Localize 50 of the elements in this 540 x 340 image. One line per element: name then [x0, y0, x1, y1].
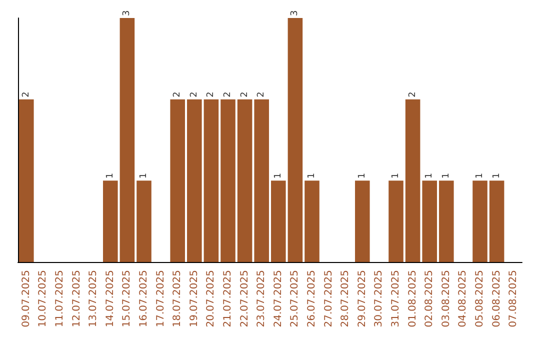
data-label: 1 — [441, 172, 452, 179]
x-tick-label: 12.07.2025 — [71, 270, 82, 328]
x-tick-label: 23.07.2025 — [256, 270, 268, 328]
x-tick-label: 19.07.2025 — [188, 270, 200, 328]
data-label: 2 — [408, 92, 418, 98]
x-tick-label: 25.07.2025 — [290, 270, 301, 328]
x-tick-label: 04.08.2025 — [458, 270, 469, 328]
x-tick-label: 11.07.2025 — [54, 270, 66, 328]
x-tick-label: 17.07.2025 — [155, 270, 166, 328]
data-label: 1 — [475, 172, 485, 179]
x-tick-label: 06.08.2025 — [491, 270, 502, 328]
data-label: 2 — [240, 92, 250, 98]
data-label: 3 — [290, 10, 300, 16]
x-tick-label: 22.07.2025 — [239, 270, 250, 328]
data-label: 2 — [21, 92, 32, 98]
x-tick-label: 26.07.2025 — [306, 270, 318, 328]
x-tick-label: 16.07.2025 — [138, 270, 150, 328]
data-label: 1 — [391, 172, 401, 179]
data-label: 1 — [424, 172, 435, 179]
x-tick-label: 14.07.2025 — [104, 270, 116, 328]
data-label: 1 — [357, 172, 368, 179]
data-label: 2 — [172, 92, 183, 98]
data-label: 1 — [139, 172, 149, 179]
x-tick-label: 01.08.2025 — [407, 270, 418, 328]
x-tick-label: 21.07.2025 — [222, 270, 234, 328]
x-tick-label: 09.07.2025 — [20, 270, 32, 328]
data-label: 1 — [492, 172, 502, 179]
data-label: 2 — [256, 92, 267, 98]
x-tick-label: 18.07.2025 — [172, 270, 184, 328]
x-tick-label: 07.08.2025 — [508, 270, 520, 328]
data-label: 1 — [273, 172, 284, 179]
data-label: 1 — [105, 172, 116, 179]
x-tick-label: 28.07.2025 — [340, 270, 352, 328]
x-tick-label: 02.08.2025 — [424, 270, 436, 328]
x-tick-label: 10.07.2025 — [38, 270, 49, 328]
x-tick-label: 31.07.2025 — [390, 270, 402, 328]
data-label: 2 — [206, 92, 216, 98]
x-tick-label: 24.07.2025 — [272, 270, 284, 328]
x-tick-label: 30.07.2025 — [374, 270, 385, 328]
data-label: 2 — [223, 92, 233, 98]
x-tick-label: 29.07.2025 — [356, 270, 368, 328]
x-tick-label: 05.08.2025 — [474, 270, 486, 328]
x-tick-label: 03.08.2025 — [440, 270, 452, 328]
data-label: 1 — [307, 172, 317, 179]
x-tick-label: 20.07.2025 — [206, 270, 217, 328]
x-tick-label: 27.07.2025 — [323, 270, 334, 328]
data-label: 3 — [122, 10, 132, 16]
x-tick-label: 13.07.2025 — [88, 270, 100, 328]
x-tick-label: 15.07.2025 — [122, 270, 133, 328]
data-label: 2 — [189, 92, 200, 98]
